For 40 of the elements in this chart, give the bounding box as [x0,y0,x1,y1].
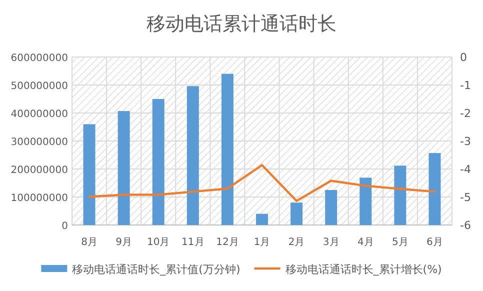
y-tick-label: 100000000 [10,193,68,204]
x-tick-label: 11月 [182,237,204,248]
y-tick-label: 500000000 [10,81,68,92]
bar [290,202,303,225]
bar [394,166,406,225]
y-tick-label: 300000000 [10,137,68,148]
y-tick-label: 200000000 [10,165,68,176]
legend-label: 移动电话通话时长_累计增长(%) [285,263,442,276]
y-tick-label: 600000000 [10,53,68,64]
y2-tick-label: 0 [460,51,467,64]
bar [360,178,372,225]
x-tick-label: 4月 [357,237,374,248]
chart-title: 移动电话累计通话时长 [146,13,336,35]
bar [256,214,268,225]
y-tick-label: 0 [62,221,68,232]
x-tick-label: 10月 [146,237,170,248]
bar [221,74,234,225]
bar [118,111,130,225]
y2-tick-label: -5 [460,191,471,204]
bar [428,153,441,225]
line-series [88,164,436,202]
y2-tick-label: -1 [460,79,471,92]
bar [152,99,164,225]
x-tick-label: 2月 [288,237,305,248]
x-tick-label: 1月 [254,237,270,248]
y2-tick-label: -4 [460,163,471,176]
y2-tick-label: -6 [460,219,471,232]
x-tick-label: 8月 [81,237,98,248]
bar [83,124,96,225]
y2-tick-label: -2 [460,107,471,120]
y-tick-label: 400000000 [10,109,68,120]
x-tick-label: 6月 [426,237,443,248]
x-tick-label: 3月 [322,237,340,248]
x-tick-label: 12月 [216,237,239,248]
bar [186,86,199,225]
x-tick-label: 5月 [392,237,408,248]
x-tick-label: 9月 [116,237,132,248]
bar [325,190,338,225]
y2-tick-label: -3 [460,135,471,148]
legend-label: 移动电话通话时长_累计值(万分钟) [72,263,240,276]
